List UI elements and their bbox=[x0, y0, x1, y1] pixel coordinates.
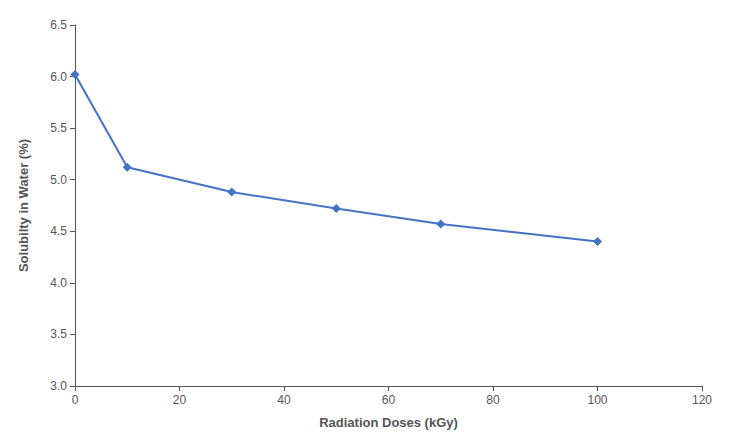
svg-text:3.5: 3.5 bbox=[50, 327, 67, 341]
svg-text:60: 60 bbox=[382, 393, 396, 407]
svg-text:6.0: 6.0 bbox=[50, 70, 67, 84]
svg-text:6.5: 6.5 bbox=[50, 18, 67, 32]
svg-text:100: 100 bbox=[587, 393, 607, 407]
svg-text:4.5: 4.5 bbox=[50, 224, 67, 238]
svg-text:4.0: 4.0 bbox=[50, 276, 67, 290]
svg-text:40: 40 bbox=[277, 393, 291, 407]
svg-text:20: 20 bbox=[173, 393, 187, 407]
svg-text:Radiation Doses (kGy): Radiation Doses (kGy) bbox=[319, 415, 458, 430]
svg-text:120: 120 bbox=[692, 393, 712, 407]
svg-text:3.0: 3.0 bbox=[50, 379, 67, 393]
svg-text:0: 0 bbox=[72, 393, 79, 407]
svg-text:80: 80 bbox=[486, 393, 500, 407]
svg-text:5.5: 5.5 bbox=[50, 121, 67, 135]
svg-text:5.0: 5.0 bbox=[50, 173, 67, 187]
svg-text:Solubilty in Water (%): Solubilty in Water (%) bbox=[16, 139, 31, 272]
